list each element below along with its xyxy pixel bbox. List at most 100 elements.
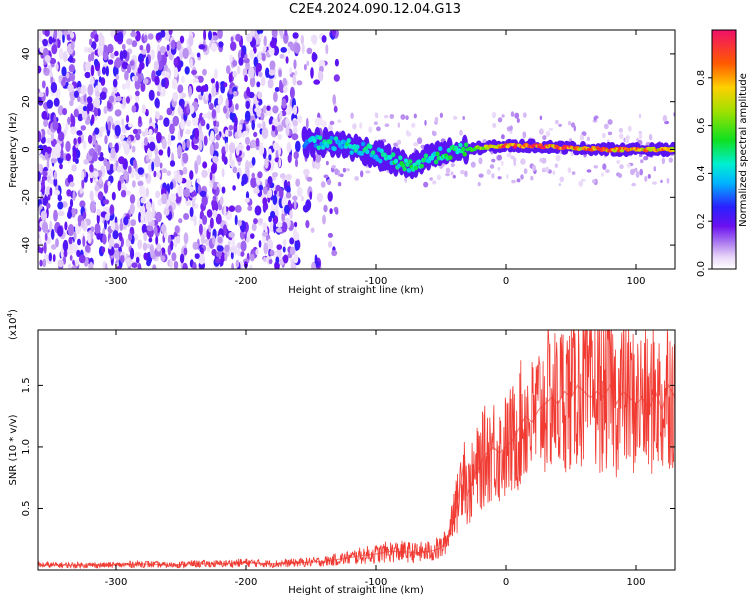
spectrogram-speckle bbox=[38, 65, 42, 74]
spectrogram-speckle bbox=[279, 173, 286, 179]
spectrogram-speckle bbox=[146, 225, 154, 232]
spectrogram-speckle bbox=[350, 112, 354, 119]
colorbar-tick-label: 0.6 bbox=[696, 118, 707, 134]
spectrogram-speckle bbox=[339, 173, 344, 178]
spectrogram-speckle bbox=[236, 65, 241, 75]
spectrogram-speckle bbox=[478, 173, 484, 178]
spectrogram-speckle bbox=[234, 205, 242, 213]
spectrogram-ridge-point bbox=[346, 138, 351, 143]
spectrogram-speckle bbox=[261, 231, 269, 237]
spectrogram-speckle bbox=[169, 160, 176, 167]
spectrogram-speckle bbox=[67, 83, 74, 93]
snr-x-tick-label: -200 bbox=[235, 577, 258, 588]
spectrogram-speckle bbox=[292, 195, 298, 201]
spectrogram-speckle bbox=[334, 168, 339, 176]
spectrogram-speckle bbox=[112, 78, 118, 88]
spectrogram-speckle bbox=[209, 171, 213, 181]
spectrogram-speckle bbox=[497, 154, 502, 161]
spectrogram-speckle bbox=[578, 180, 584, 187]
spectrogram-speckle bbox=[497, 167, 501, 171]
spectrogram-speckle bbox=[194, 162, 199, 175]
spectrogram-speckle bbox=[155, 211, 163, 223]
spectrogram-y-tick-label: -20 bbox=[21, 189, 32, 205]
spectrogram-speckle bbox=[89, 77, 95, 85]
spectrogram-ridge-point bbox=[458, 142, 463, 148]
spectrogram-speckle bbox=[326, 160, 329, 166]
spectrogram-speckle bbox=[109, 204, 115, 216]
spectrogram-speckle bbox=[57, 105, 64, 116]
spectrogram-speckle bbox=[239, 230, 245, 240]
spectrogram-speckle bbox=[228, 87, 234, 95]
spectrogram-speckle bbox=[329, 120, 335, 125]
spectrogram-speckle bbox=[138, 116, 142, 124]
spectrogram-speckle bbox=[334, 209, 339, 215]
spectrogram-speckle bbox=[267, 78, 274, 89]
spectrogram-speckle bbox=[121, 118, 125, 126]
spectrogram-speckle bbox=[217, 236, 223, 244]
spectrogram-speckle bbox=[554, 119, 559, 125]
spectrogram-speckle bbox=[530, 175, 534, 181]
spectrogram-speckle bbox=[279, 110, 283, 121]
spectrogram-speckle bbox=[123, 169, 128, 181]
spectrogram-speckle bbox=[618, 127, 624, 133]
spectrogram-speckle bbox=[192, 262, 197, 269]
spectrogram-speckle bbox=[260, 76, 266, 87]
spectrogram-speckle bbox=[50, 157, 58, 164]
snr-x-tick-label: 100 bbox=[626, 577, 645, 588]
spectrogram-speckle bbox=[143, 137, 149, 146]
spectrogram-speckle bbox=[289, 43, 295, 51]
spectrogram-ridge-point bbox=[391, 152, 396, 158]
spectrogram-speckle bbox=[269, 249, 275, 257]
spectrogram-speckle bbox=[89, 38, 93, 46]
spectrogram-speckle bbox=[273, 222, 277, 234]
spectrogram-speckle bbox=[365, 170, 371, 174]
spectrogram-y-tick-label: -40 bbox=[21, 237, 32, 253]
spectrogram-ridge-point bbox=[538, 143, 543, 147]
spectrogram-speckle bbox=[558, 123, 562, 127]
spectrogram-speckle bbox=[192, 78, 199, 84]
spectrogram-speckle bbox=[512, 157, 517, 163]
spectrogram-ridge-point bbox=[349, 150, 354, 156]
spectrogram-speckle bbox=[57, 194, 63, 202]
spectrogram-speckle bbox=[245, 33, 253, 43]
spectrogram-speckle bbox=[250, 176, 257, 189]
spectrogram-speckle bbox=[436, 174, 441, 181]
spectrogram-speckle bbox=[117, 180, 122, 192]
spectrogram-speckle bbox=[72, 150, 77, 160]
spectrogram-speckle bbox=[252, 103, 256, 115]
spectrogram-speckle bbox=[50, 82, 58, 93]
spectrogram-speckle bbox=[293, 198, 297, 210]
figure-title: C2E4.2024.090.12.04.G13 bbox=[288, 2, 462, 17]
spectrogram-speckle bbox=[310, 34, 318, 44]
spectrogram-speckle bbox=[237, 143, 244, 151]
spectrogram-speckle bbox=[593, 165, 599, 169]
spectrogram-speckle bbox=[173, 67, 179, 78]
spectrogram-speckle bbox=[172, 115, 180, 127]
spectrogram-speckle bbox=[297, 115, 303, 123]
spectrogram-speckle bbox=[224, 244, 230, 252]
spectrogram-speckle bbox=[115, 74, 120, 81]
spectrogram-speckle bbox=[47, 194, 51, 201]
spectrogram-speckle bbox=[168, 30, 173, 36]
spectrogram-speckle bbox=[169, 193, 177, 203]
spectrogram-speckle bbox=[486, 169, 491, 175]
spectrogram-speckle bbox=[306, 176, 313, 182]
spectrogram-speckle bbox=[332, 94, 337, 105]
spectrogram-speckle bbox=[96, 208, 101, 216]
spectrogram-speckle bbox=[638, 131, 643, 134]
spectrogram-speckle bbox=[104, 262, 108, 269]
spectrogram-speckle bbox=[217, 96, 222, 107]
spectrogram-speckle bbox=[151, 201, 155, 211]
spectrogram-speckle bbox=[183, 247, 188, 256]
spectrogram-speckle bbox=[44, 232, 48, 241]
spectrogram-speckle bbox=[101, 246, 106, 254]
spectrogram-speckle bbox=[245, 191, 250, 200]
colorbar-tick-label: 0.4 bbox=[696, 165, 707, 181]
spectrogram-speckle bbox=[327, 241, 333, 248]
spectrogram-speckle bbox=[478, 157, 483, 165]
snr-x-ticks: -300 -200 -100 0 100 bbox=[105, 330, 646, 588]
spectrogram-speckle bbox=[282, 239, 287, 247]
spectrogram-speckle bbox=[229, 159, 235, 168]
spectrogram-speckle bbox=[309, 191, 313, 200]
spectrogram-speckle bbox=[271, 30, 278, 39]
